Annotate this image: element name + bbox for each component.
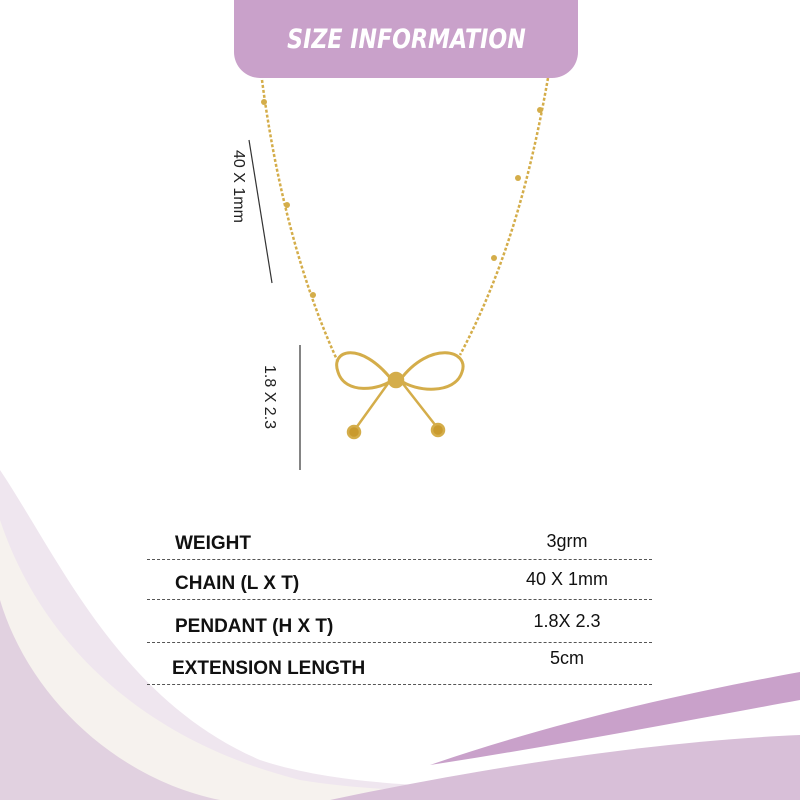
chain-dimension-label: 40 X 1mm: [230, 150, 247, 223]
necklace-image: [260, 77, 550, 440]
spec-row-extension: EXTENSION LENGTH 5cm: [147, 643, 652, 685]
spec-value: 3grm: [546, 531, 588, 551]
spec-label: WEIGHT: [175, 533, 251, 554]
spec-value: 1.8X 2.3: [533, 611, 601, 631]
spec-value: 40 X 1mm: [525, 569, 609, 589]
spec-label: CHAIN (L X T): [175, 573, 300, 594]
banner-title: SIZE INFORMATION: [286, 23, 526, 55]
pendant-dimension-label: 1.8 X 2.3: [261, 365, 278, 430]
spec-label: PENDANT (H X T): [175, 616, 334, 637]
spec-row-pendant: PENDANT (H X T) 1.8X 2.3: [147, 601, 652, 643]
size-information-banner: SIZE INFORMATION: [234, 0, 578, 78]
dimension-arrows: [248, 139, 301, 470]
spec-row-weight: WEIGHT 3grm: [147, 519, 652, 560]
spec-row-chain: CHAIN (L X T) 40 X 1mm: [147, 559, 652, 600]
spec-value: 5cm: [549, 648, 585, 668]
spec-label: EXTENSION LENGTH: [172, 658, 366, 679]
